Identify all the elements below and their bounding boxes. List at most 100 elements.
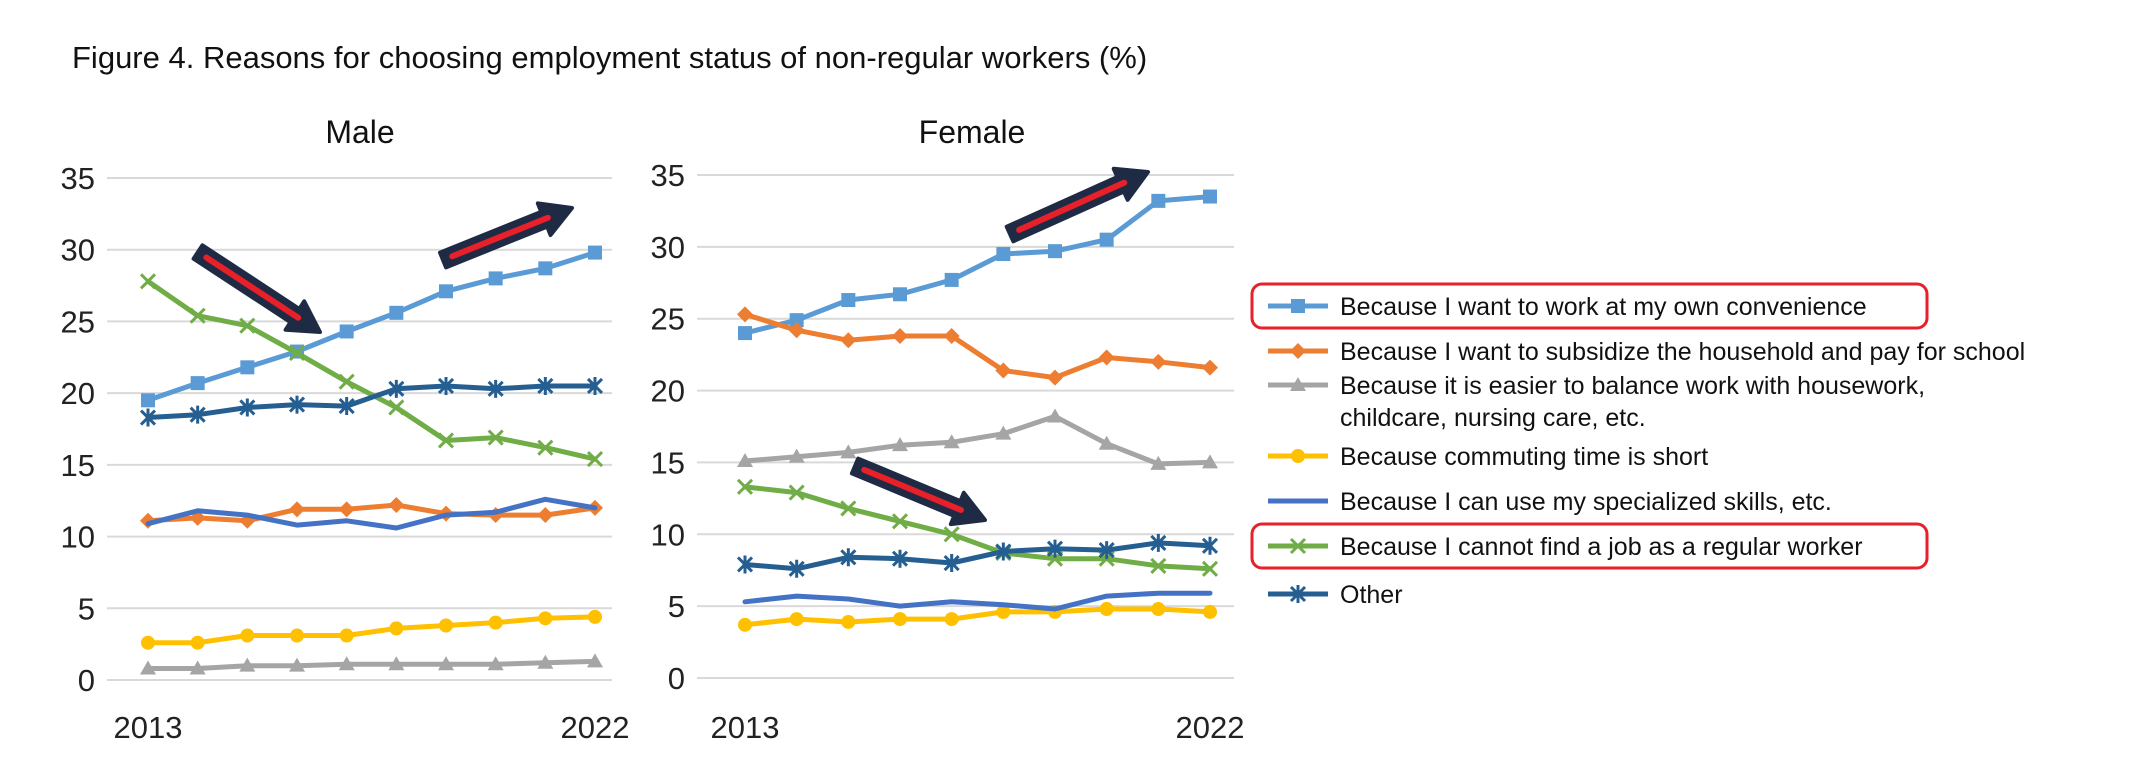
female-data-point bbox=[1151, 602, 1166, 617]
male-down-arrow bbox=[191, 243, 322, 334]
female-data-point bbox=[789, 612, 804, 627]
female-data-point bbox=[1150, 533, 1167, 552]
male-data-point bbox=[240, 628, 255, 643]
male-data-point bbox=[141, 635, 155, 650]
male-data-point bbox=[488, 615, 503, 630]
male-data-point bbox=[190, 376, 205, 391]
male-series-line bbox=[145, 250, 598, 403]
male-data-point bbox=[587, 653, 603, 668]
female-data-point bbox=[943, 434, 960, 449]
female-data-point bbox=[893, 612, 907, 627]
male-data-point bbox=[189, 660, 206, 675]
male-data-point bbox=[141, 393, 155, 408]
legend: Because I want to work at my own conveni… bbox=[1250, 282, 2025, 609]
male-series-because-i-can-use-my-specialized-skills- bbox=[145, 496, 598, 531]
female-data-point bbox=[995, 362, 1012, 379]
male-series-line bbox=[145, 614, 598, 646]
legend-swatch-marker bbox=[1291, 299, 1305, 313]
male-up-arrow bbox=[438, 201, 574, 270]
legend-label: Because I can use my specialized skills,… bbox=[1340, 488, 1832, 516]
legend-label: Because it is easier to balance work wit… bbox=[1340, 372, 1925, 400]
legend-swatch-marker bbox=[1289, 537, 1307, 555]
male-y-tick-label: 35 bbox=[61, 161, 95, 196]
female-data-point bbox=[1099, 232, 1114, 247]
female-data-point bbox=[892, 327, 908, 344]
female-data-point bbox=[788, 484, 805, 501]
male-series-line bbox=[145, 383, 598, 420]
female-data-point bbox=[736, 478, 754, 495]
male-data-point bbox=[586, 376, 604, 395]
female-data-point bbox=[1150, 353, 1167, 370]
female-data-point bbox=[893, 287, 907, 302]
male-data-point bbox=[290, 628, 304, 643]
male-x-tick-label-start: 2013 bbox=[114, 710, 183, 745]
male-data-point bbox=[189, 307, 206, 324]
male-y-tick-label: 15 bbox=[61, 448, 95, 483]
female-data-point bbox=[738, 326, 752, 341]
female-data-point bbox=[891, 549, 909, 568]
male-data-point bbox=[288, 344, 306, 362]
legend-entry-because-i-want-to-subsidize-the-househol: Because I want to subsidize the househol… bbox=[1268, 338, 2025, 366]
male-data-point bbox=[537, 439, 554, 456]
male-data-point bbox=[588, 245, 602, 260]
female-y-tick-label: 5 bbox=[668, 589, 685, 624]
female-data-point bbox=[944, 272, 959, 287]
figure-title: Figure 4. Reasons for choosing employmen… bbox=[72, 40, 1148, 75]
male-data-point bbox=[586, 451, 604, 468]
female-data-point bbox=[1203, 604, 1217, 619]
female-series-other bbox=[736, 533, 1219, 578]
female-data-point bbox=[1047, 408, 1063, 423]
male-y-tick-label: 20 bbox=[61, 376, 95, 411]
female-data-point bbox=[943, 327, 960, 344]
female-y-tick-label: 15 bbox=[651, 445, 685, 480]
female-data-point bbox=[892, 437, 908, 452]
male-panel-title: Male bbox=[325, 114, 394, 150]
male-data-point bbox=[289, 501, 305, 518]
male-data-point bbox=[289, 657, 305, 672]
male-data-point bbox=[239, 657, 256, 672]
female-series-line bbox=[742, 194, 1213, 336]
female-data-point bbox=[840, 332, 857, 349]
legend-swatch-marker bbox=[1290, 343, 1306, 359]
male-data-point bbox=[338, 373, 355, 390]
female-y-tick-label: 30 bbox=[651, 230, 685, 265]
legend-swatch-marker bbox=[1290, 377, 1306, 391]
female-up-arrow bbox=[1004, 166, 1150, 244]
male-data-point bbox=[139, 273, 157, 290]
female-y-tick-label: 20 bbox=[651, 374, 685, 409]
female-panel: Female 0 5 10 15 20 25 30 35 2013 2022 bbox=[651, 114, 1245, 745]
legend-highlight-box bbox=[1250, 282, 1929, 330]
legend-swatch-marker bbox=[1289, 585, 1307, 603]
female-data-point bbox=[789, 313, 804, 328]
female-y-tick-label: 0 bbox=[668, 661, 685, 696]
male-series-line bbox=[145, 278, 598, 462]
male-data-point bbox=[388, 399, 405, 416]
female-data-point bbox=[996, 604, 1011, 619]
female-series-line bbox=[742, 540, 1213, 572]
female-data-point bbox=[788, 559, 805, 578]
female-data-point bbox=[736, 555, 754, 574]
male-panel: Male 0 5 10 15 20 25 30 35 2013 2022 bbox=[61, 114, 630, 745]
male-data-point bbox=[487, 379, 504, 398]
male-data-point bbox=[439, 284, 453, 299]
female-data-point bbox=[944, 612, 959, 627]
female-data-point bbox=[1150, 557, 1167, 574]
male-data-point bbox=[388, 656, 405, 671]
female-data-point bbox=[1098, 349, 1115, 366]
legend-entry-because-i-want-to-work-at-my-own-conveni: Because I want to work at my own conveni… bbox=[1250, 282, 1929, 330]
female-data-point bbox=[995, 425, 1012, 440]
trend-arrows bbox=[191, 166, 1150, 527]
male-data-point bbox=[239, 398, 256, 417]
legend-label: Other bbox=[1340, 581, 1403, 609]
female-data-point bbox=[1201, 536, 1219, 555]
male-data-point bbox=[389, 621, 404, 636]
female-x-tick-label-end: 2022 bbox=[1176, 710, 1245, 745]
male-y-tick-label: 30 bbox=[61, 233, 95, 268]
male-data-point bbox=[538, 611, 553, 626]
female-data-point bbox=[1046, 539, 1064, 558]
legend-label: Because commuting time is short bbox=[1340, 443, 1708, 471]
male-data-point bbox=[338, 501, 355, 518]
male-data-point bbox=[338, 397, 355, 416]
female-data-point bbox=[1099, 602, 1114, 617]
male-series-line bbox=[145, 502, 598, 524]
